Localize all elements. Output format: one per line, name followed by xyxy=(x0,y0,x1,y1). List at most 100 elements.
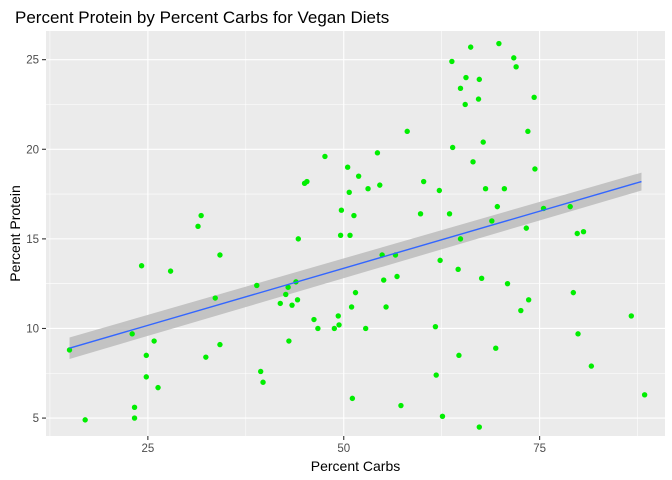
data-point xyxy=(463,74,469,81)
data-point xyxy=(131,404,138,411)
data-point xyxy=(257,368,264,375)
data-point xyxy=(82,417,88,423)
data-point xyxy=(217,252,223,258)
data-point xyxy=(478,275,485,282)
data-point xyxy=(322,153,328,160)
data-point xyxy=(277,300,283,307)
data-point xyxy=(286,338,292,344)
data-point xyxy=(374,150,381,156)
x-tick-label: 25 xyxy=(141,443,154,455)
data-point xyxy=(260,379,266,385)
data-point xyxy=(394,273,400,280)
data-point xyxy=(346,189,352,195)
major-gridlines xyxy=(46,31,665,436)
data-point xyxy=(348,304,355,310)
chart-title: Percent Protein by Percent Carbs for Veg… xyxy=(15,8,389,27)
data-point xyxy=(420,178,427,185)
data-point xyxy=(480,139,486,145)
data-point xyxy=(212,295,218,301)
data-point xyxy=(404,128,410,135)
data-point xyxy=(439,413,446,419)
data-point xyxy=(151,338,157,344)
data-point xyxy=(195,223,201,230)
data-point xyxy=(285,284,291,290)
data-point xyxy=(475,96,482,102)
data-point xyxy=(457,85,464,92)
data-point xyxy=(131,415,138,421)
data-point xyxy=(143,374,149,380)
data-point xyxy=(489,218,495,224)
data-point xyxy=(449,58,455,65)
data-point xyxy=(417,211,424,217)
data-point xyxy=(525,128,531,135)
data-point xyxy=(580,229,587,235)
data-point xyxy=(476,76,482,83)
data-point xyxy=(575,331,581,337)
data-point xyxy=(476,424,482,430)
data-point xyxy=(456,352,462,359)
data-point xyxy=(167,268,174,274)
data-point xyxy=(294,297,301,303)
data-point xyxy=(641,392,648,398)
y-tick-label: 15 xyxy=(26,234,39,246)
data-point xyxy=(433,372,439,378)
x-tick-label: 75 xyxy=(533,443,546,455)
data-point xyxy=(462,101,468,108)
data-point xyxy=(347,232,353,238)
data-point xyxy=(338,207,345,213)
data-point xyxy=(311,316,317,323)
data-point xyxy=(344,164,351,170)
data-point xyxy=(203,354,209,360)
data-point xyxy=(446,211,453,217)
data-point xyxy=(588,363,595,369)
y-axis: 5 10 15 20 25 xyxy=(26,55,46,425)
data-point xyxy=(532,166,538,172)
y-tick-label: 5 xyxy=(33,413,39,425)
data-point xyxy=(383,304,389,310)
data-point xyxy=(432,323,439,330)
data-point xyxy=(315,325,321,332)
data-point xyxy=(295,236,302,242)
data-point xyxy=(470,159,476,165)
plot-panel xyxy=(46,31,665,436)
data-point xyxy=(155,384,161,391)
data-point xyxy=(355,173,362,179)
data-point xyxy=(335,313,341,319)
data-point xyxy=(349,395,356,402)
data-point xyxy=(352,289,359,296)
data-point xyxy=(129,331,135,337)
data-point xyxy=(398,402,404,409)
data-point xyxy=(304,178,310,185)
trend-layer xyxy=(69,172,642,359)
y-tick-label: 10 xyxy=(26,323,39,335)
data-point xyxy=(494,203,501,210)
data-point xyxy=(531,94,537,101)
data-point xyxy=(337,232,344,238)
trend-line xyxy=(69,180,642,349)
data-point xyxy=(525,297,532,303)
data-point xyxy=(217,341,223,348)
x-axis: 25 50 75 xyxy=(141,436,546,455)
data-point xyxy=(493,345,499,351)
y-axis-title: Percent Protein xyxy=(7,185,23,282)
data-point xyxy=(283,291,289,298)
data-point xyxy=(365,185,371,192)
data-point xyxy=(289,302,295,308)
data-point xyxy=(467,44,474,50)
confidence-band xyxy=(69,172,642,359)
data-point xyxy=(143,352,149,359)
data-point xyxy=(436,187,443,194)
data-point xyxy=(331,325,338,332)
data-point xyxy=(567,203,573,210)
y-tick-label: 25 xyxy=(26,55,39,67)
data-point xyxy=(377,182,383,188)
x-tick-label: 50 xyxy=(337,443,350,455)
data-point xyxy=(138,263,145,269)
data-points xyxy=(66,40,648,430)
data-point xyxy=(254,282,260,289)
data-point xyxy=(628,313,635,319)
data-point xyxy=(362,325,369,332)
data-point xyxy=(351,212,357,219)
data-point xyxy=(482,185,489,192)
